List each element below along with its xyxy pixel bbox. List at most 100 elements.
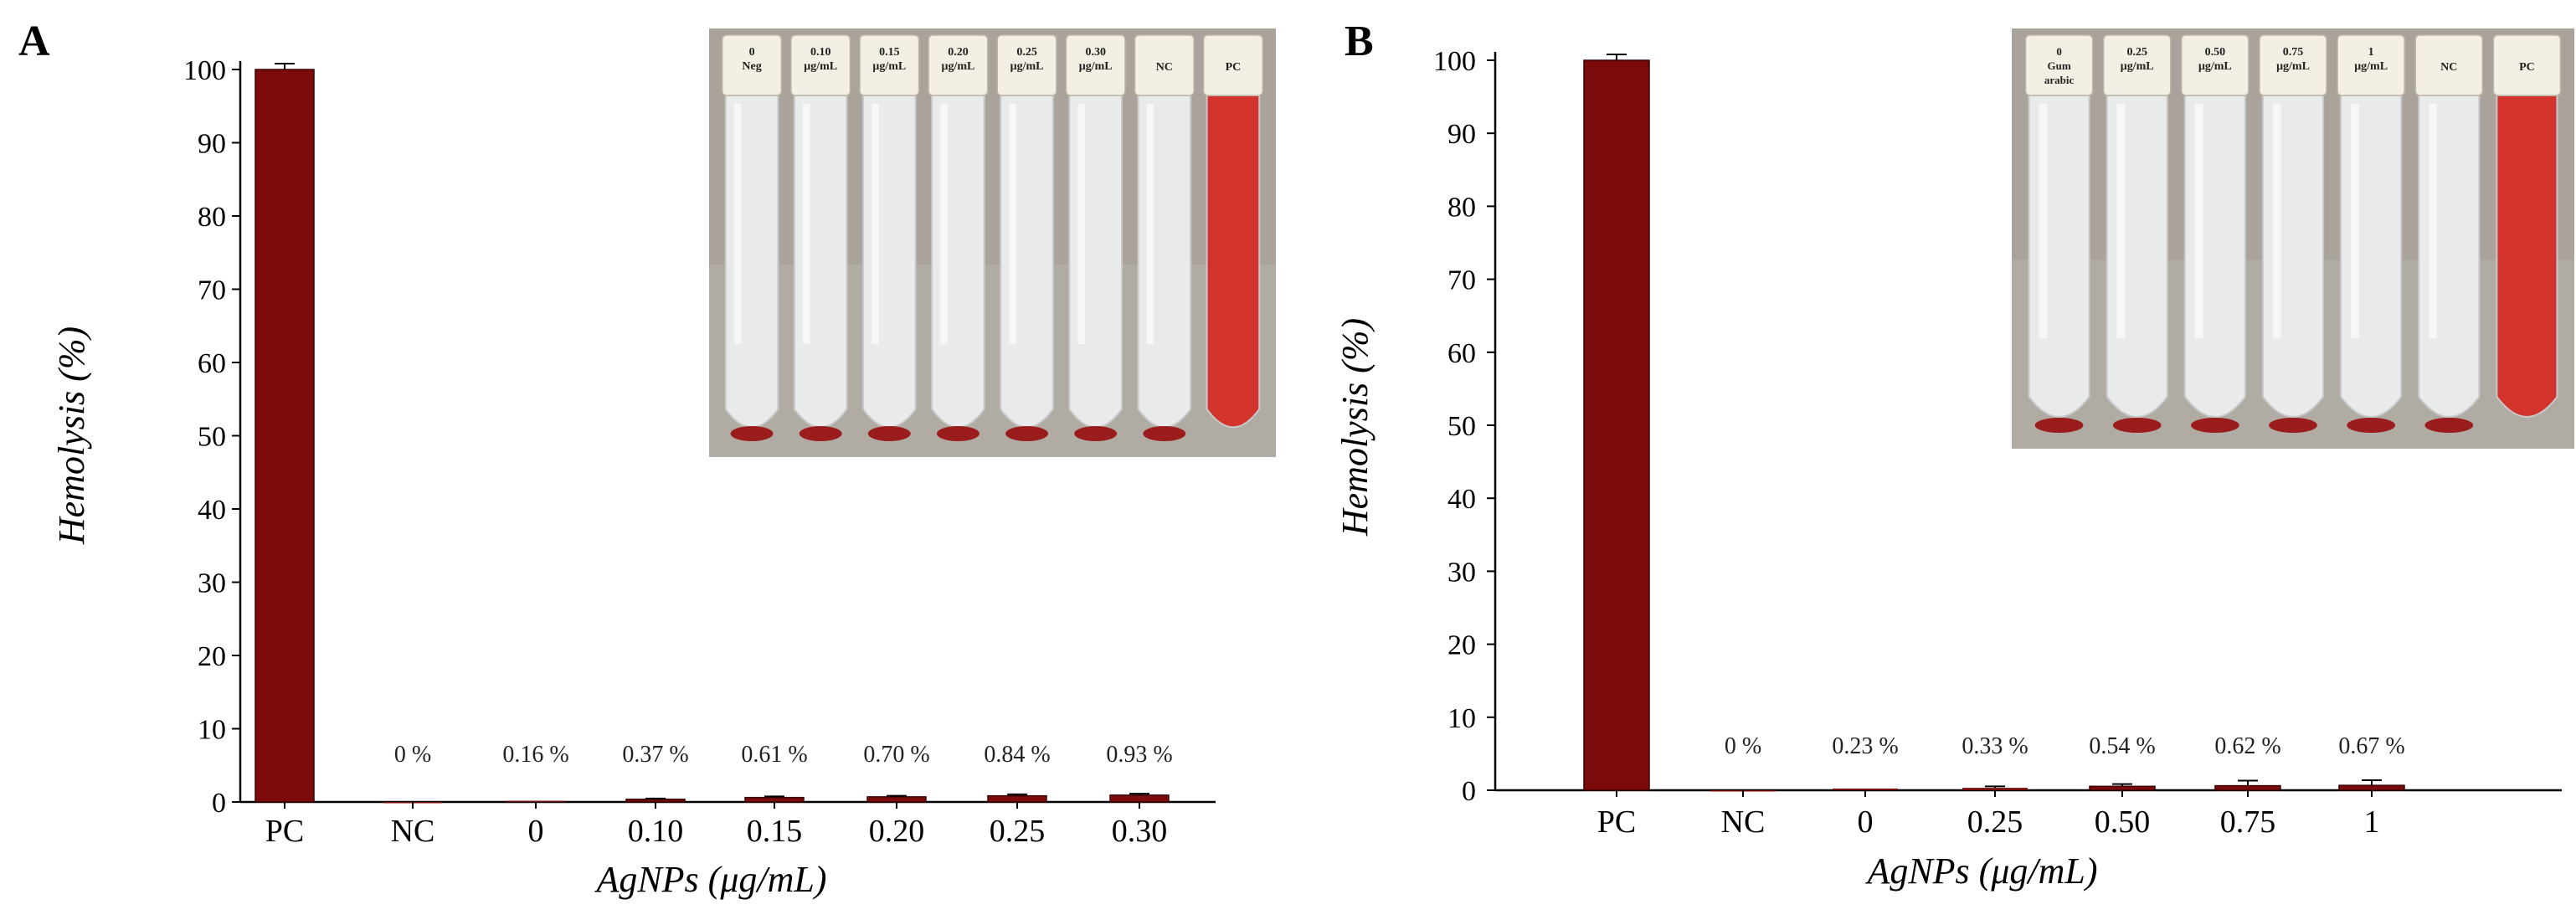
bar — [2089, 785, 2156, 791]
x-tick-label: 0 — [1858, 804, 1874, 840]
tube-cap-label: μg/mL — [2276, 60, 2310, 73]
tube-cap — [1202, 34, 1264, 96]
data-label: 0 % — [394, 742, 431, 768]
tube-cap — [928, 34, 989, 96]
tube-cap — [2181, 34, 2250, 96]
blood-pellet — [2112, 418, 2162, 433]
y-axis-title: Hemolysis (%) — [1334, 318, 1375, 537]
tube-cap-label: 0.20 — [948, 46, 969, 59]
y-tick-label: 70 — [1447, 265, 1476, 296]
tube-cap — [790, 34, 851, 96]
tube-cap-label: μg/mL — [2354, 60, 2388, 73]
bar — [1109, 794, 1170, 803]
x-tick-label: 0.10 — [628, 814, 684, 849]
tube-cap — [721, 34, 783, 96]
glass-highlight — [940, 104, 948, 344]
tube-cap-label: NC — [1156, 61, 1173, 74]
blood-pellet — [1143, 426, 1186, 441]
blood-pellet — [2424, 418, 2474, 433]
y-tick-label: 90 — [198, 129, 226, 160]
x-tick-label: 0.25 — [990, 814, 1046, 849]
tube-cap-label: μg/mL — [1079, 60, 1113, 73]
glass-highlight — [733, 104, 742, 344]
bar — [1583, 59, 1650, 791]
tube-cap — [2102, 34, 2172, 96]
inset-tube-photo: 0Neg0.10μg/mL0.15μg/mL0.20μg/mL0.25μg/mL… — [709, 28, 1276, 457]
test-tube — [2340, 95, 2403, 418]
x-tick-label: 0.25 — [1967, 804, 2023, 840]
tube-cap — [2259, 34, 2327, 96]
blood-pellet — [2347, 418, 2395, 433]
tube-cap-label: arabic — [2044, 74, 2075, 86]
blood-pellet — [2191, 418, 2239, 433]
y-tick-label: 30 — [1447, 557, 1476, 588]
bar — [255, 69, 315, 803]
tube-cap-label: 0.15 — [879, 46, 900, 59]
bar — [2338, 784, 2405, 791]
x-tick-label: PC — [265, 814, 304, 849]
data-label: 0.16 % — [502, 742, 568, 768]
tube-cap — [2337, 34, 2405, 96]
glass-highlight — [802, 104, 810, 344]
x-tick-label: NC — [1721, 804, 1766, 840]
y-tick-label: 60 — [198, 348, 226, 379]
test-tube — [724, 95, 779, 429]
y-tick-label: 40 — [198, 495, 226, 526]
tube-cap — [1065, 34, 1126, 96]
glass-highlight — [2116, 104, 2126, 338]
x-tick-label: 0.15 — [747, 814, 803, 849]
tube-cap-label: μg/mL — [1010, 60, 1044, 73]
x-tick-label: 1 — [2364, 804, 2380, 840]
hemolysis-chart-a: 0 10 20 30 40 50 60 70 80 90 100 PC NC 0 % 0 0.16 % 0.10… — [51, 28, 1276, 900]
y-tick-label: 10 — [1447, 703, 1476, 734]
tube-cap — [859, 34, 920, 96]
blood-pellet — [799, 426, 842, 441]
test-tube — [2106, 95, 2168, 418]
bar — [866, 796, 927, 803]
blood-pellet — [867, 426, 911, 441]
tube-cap — [2024, 34, 2094, 96]
test-tube — [2183, 95, 2246, 418]
tube-cap-label: μg/mL — [942, 60, 975, 73]
data-label: 0.33 % — [1962, 733, 2028, 759]
y-tick-label: 20 — [198, 641, 226, 672]
tube-cap — [2414, 34, 2484, 96]
tube-cap-label: Gum — [2047, 59, 2070, 72]
glass-highlight — [2194, 104, 2203, 338]
x-tick-label: 0.30 — [1112, 814, 1168, 849]
bar — [744, 796, 805, 803]
tube-cap-label: 1 — [2368, 46, 2374, 59]
x-axis-title: AgNPs (μg/mL) — [594, 859, 826, 900]
blood-pellet — [730, 426, 774, 441]
blood-pellet — [2034, 418, 2084, 433]
data-label: 0.61 % — [741, 742, 807, 768]
y-tick-label: 100 — [1433, 46, 1476, 77]
bar — [1833, 788, 1898, 790]
tube-cap-label: 0.25 — [1016, 46, 1037, 59]
tube-cap-label: PC — [2519, 61, 2535, 74]
data-label: 0 % — [1725, 733, 1761, 759]
glass-highlight — [2272, 104, 2281, 338]
y-axis-title: Hemolysis (%) — [51, 326, 92, 545]
y-tick-label: 40 — [1447, 484, 1476, 515]
y-tick-label: 0 — [212, 788, 226, 819]
glass-highlight — [1077, 104, 1085, 344]
blood-pellet — [1074, 426, 1118, 441]
y-tick-label: 0 — [1462, 776, 1476, 807]
tube-cap-label: 0.50 — [2205, 46, 2226, 59]
tube-cap-label: μg/mL — [2198, 60, 2232, 73]
test-tube — [931, 95, 985, 429]
tube-cap-label: 0 — [749, 46, 755, 59]
data-label: 0.62 % — [2214, 733, 2280, 759]
bar — [1962, 788, 2028, 790]
bar — [625, 799, 686, 803]
x-axis-title: AgNPs (μg/mL) — [1864, 851, 2097, 892]
y-tick-label: 50 — [198, 422, 226, 453]
x-tick-label: 0 — [528, 814, 544, 849]
test-tube — [1137, 95, 1192, 429]
y-tick-label: 20 — [1447, 630, 1476, 661]
test-tube — [2261, 95, 2325, 418]
glass-highlight — [2039, 104, 2048, 338]
data-label: 0.93 % — [1106, 742, 1172, 768]
tube-cap — [996, 34, 1057, 96]
